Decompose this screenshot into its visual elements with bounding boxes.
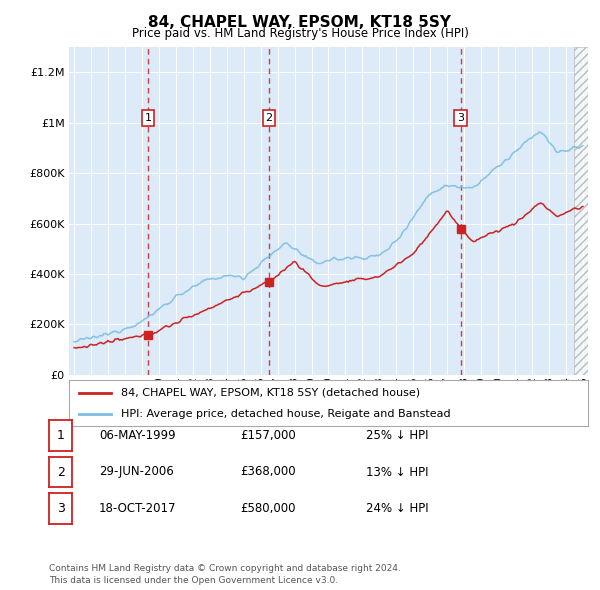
Text: 24% ↓ HPI: 24% ↓ HPI: [366, 502, 428, 515]
Text: 29-JUN-2006: 29-JUN-2006: [99, 466, 174, 478]
Text: 18-OCT-2017: 18-OCT-2017: [99, 502, 176, 515]
Text: 25% ↓ HPI: 25% ↓ HPI: [366, 429, 428, 442]
Text: 1: 1: [56, 429, 65, 442]
Text: 84, CHAPEL WAY, EPSOM, KT18 5SY: 84, CHAPEL WAY, EPSOM, KT18 5SY: [149, 15, 452, 30]
Text: HPI: Average price, detached house, Reigate and Banstead: HPI: Average price, detached house, Reig…: [121, 409, 451, 419]
Bar: [574, 47, 588, 375]
Text: 2: 2: [265, 113, 272, 123]
Text: Price paid vs. HM Land Registry's House Price Index (HPI): Price paid vs. HM Land Registry's House …: [131, 27, 469, 40]
Text: 2: 2: [56, 466, 65, 478]
Text: Contains HM Land Registry data © Crown copyright and database right 2024.
This d: Contains HM Land Registry data © Crown c…: [49, 565, 401, 585]
Text: £157,000: £157,000: [240, 429, 296, 442]
Text: £580,000: £580,000: [240, 502, 296, 515]
Text: 1: 1: [145, 113, 151, 123]
Text: 3: 3: [56, 502, 65, 515]
Text: 3: 3: [457, 113, 464, 123]
Text: 06-MAY-1999: 06-MAY-1999: [99, 429, 176, 442]
Text: £368,000: £368,000: [240, 466, 296, 478]
Text: 13% ↓ HPI: 13% ↓ HPI: [366, 466, 428, 478]
Text: 84, CHAPEL WAY, EPSOM, KT18 5SY (detached house): 84, CHAPEL WAY, EPSOM, KT18 5SY (detache…: [121, 388, 420, 398]
Bar: [574, 47, 588, 375]
